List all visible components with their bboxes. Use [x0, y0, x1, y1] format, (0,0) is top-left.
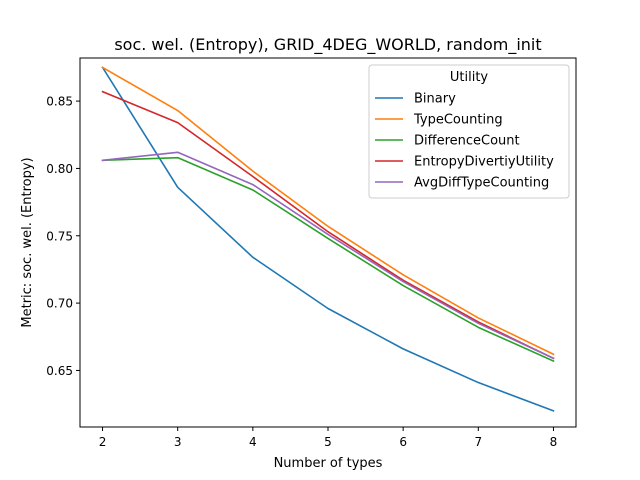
x-tick-label-4: 6 [399, 435, 407, 449]
legend-label-2: DifferenceCount [414, 134, 520, 149]
legend-label-0: Binary [414, 92, 456, 107]
y-tick-label-1: 0.70 [46, 297, 73, 311]
x-tick-label-1: 3 [174, 435, 182, 449]
legend: Utility Binary TypeCounting DifferenceCoun… [368, 64, 570, 199]
y-tick-label-0: 0.65 [46, 364, 73, 378]
ticks-layer: 2 3 4 5 6 7 8 0.65 0.70 0.75 0.80 0.85 [46, 95, 557, 449]
legend-title: Utility [450, 70, 489, 85]
series-line-0 [101, 66, 555, 412]
y-tick-label-4: 0.85 [46, 95, 73, 109]
series-line-4 [101, 151, 555, 360]
legend-label-4: AvgDiffTypeCounting [414, 176, 549, 191]
chart-title: soc. wel. (Entropy), GRID_4DEG_WORLD, ra… [114, 35, 541, 55]
y-axis-label: Metric: soc. wel. (Entropy) [20, 157, 35, 327]
series-line-1 [101, 66, 555, 356]
x-tick-label-3: 5 [324, 435, 332, 449]
plot-frame [79, 57, 577, 428]
x-tick-label-2: 4 [249, 435, 257, 449]
series-line-2 [101, 156, 555, 363]
x-tick-label-6: 8 [550, 435, 558, 449]
series-line-3 [101, 90, 555, 360]
x-tick-label-5: 7 [474, 435, 482, 449]
y-tick-label-2: 0.75 [46, 229, 73, 243]
legend-label-1: TypeCounting [413, 113, 503, 128]
x-tick-label-0: 2 [99, 435, 107, 449]
legend-items: Binary TypeCounting DifferenceCount Entropy… [375, 92, 554, 191]
legend-box [368, 64, 570, 199]
y-tick-label-3: 0.80 [46, 162, 73, 176]
series-layer [101, 66, 555, 412]
legend-label-3: EntropyDivertiyUtility [414, 155, 554, 170]
x-axis-label: Number of types [274, 456, 383, 471]
